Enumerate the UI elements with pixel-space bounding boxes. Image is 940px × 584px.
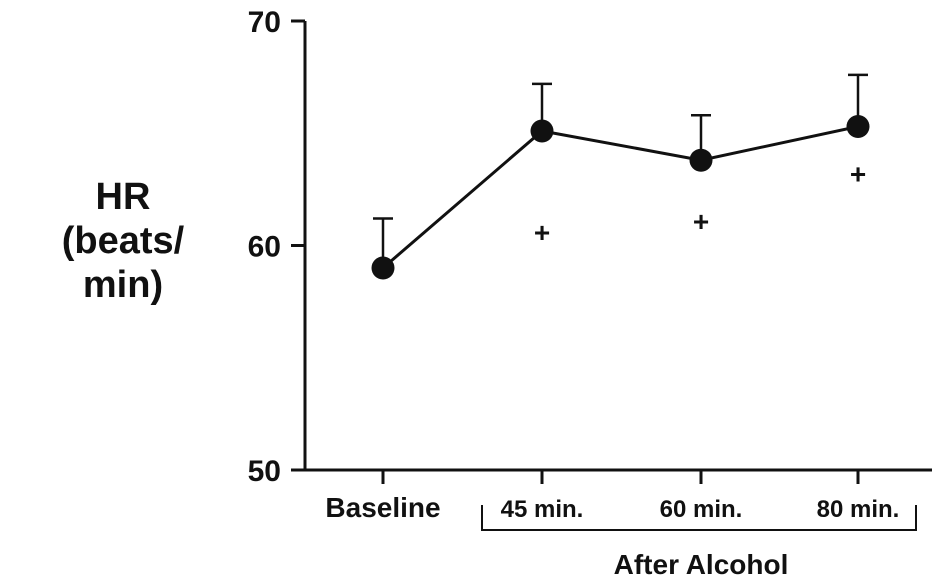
y-axis-label-line-3: min) xyxy=(82,264,164,306)
data-point xyxy=(371,256,395,280)
x-tick-label: 45 min. xyxy=(501,496,584,523)
y-axis-label-line-2: (beats/ xyxy=(61,220,185,262)
significance-marker: + xyxy=(534,217,550,248)
y-axis-label: HR (beats/ min) xyxy=(48,175,198,307)
series-line xyxy=(382,125,859,270)
after-alcohol-bracket xyxy=(481,505,917,531)
x-tick-label: Baseline xyxy=(325,492,440,523)
group-label: After Alcohol xyxy=(614,549,789,580)
significance-marker: + xyxy=(693,206,709,237)
y-tick-label: 50 xyxy=(248,455,281,488)
y-tick-label: 60 xyxy=(248,231,281,264)
y-tick-label: 70 xyxy=(248,6,281,39)
x-tick-label: 80 min. xyxy=(817,496,900,523)
data-point xyxy=(689,148,713,172)
significance-marker: + xyxy=(850,159,866,190)
y-axis-label-line-1: HR xyxy=(95,176,151,218)
data-point xyxy=(530,119,554,143)
data-point xyxy=(846,115,870,139)
x-tick-label: 60 min. xyxy=(660,496,743,523)
